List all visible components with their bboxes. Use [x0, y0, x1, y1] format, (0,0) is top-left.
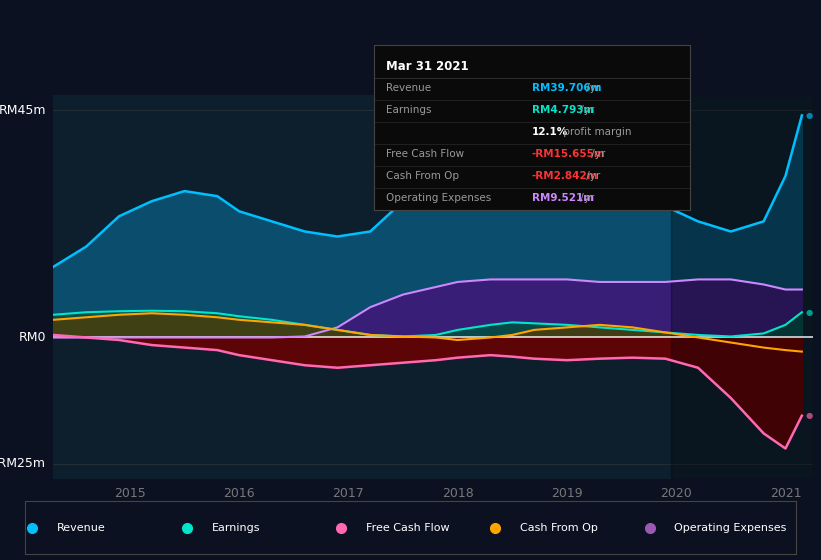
Text: Revenue: Revenue [386, 83, 431, 93]
Text: /yr: /yr [583, 83, 600, 93]
Text: /yr: /yr [577, 193, 594, 203]
Text: /yr: /yr [577, 105, 594, 115]
Text: profit margin: profit margin [560, 127, 631, 137]
Text: Earnings: Earnings [386, 105, 432, 115]
Text: Cash From Op: Cash From Op [386, 171, 459, 181]
Text: Free Cash Flow: Free Cash Flow [386, 149, 465, 159]
Text: Mar 31 2021: Mar 31 2021 [386, 60, 469, 73]
Text: RM4.793m: RM4.793m [532, 105, 594, 115]
Text: Free Cash Flow: Free Cash Flow [365, 523, 449, 533]
Text: -RM25m: -RM25m [0, 457, 46, 470]
Text: -RM2.842m: -RM2.842m [532, 171, 599, 181]
Text: RM9.521m: RM9.521m [532, 193, 594, 203]
Text: RM39.706m: RM39.706m [532, 83, 601, 93]
Text: Revenue: Revenue [57, 523, 106, 533]
Text: /yr: /yr [583, 171, 600, 181]
Text: RM0: RM0 [18, 331, 46, 344]
Text: ●: ● [805, 308, 813, 317]
Text: -RM15.655m: -RM15.655m [532, 149, 605, 159]
Text: Operating Expenses: Operating Expenses [674, 523, 787, 533]
Text: /yr: /yr [589, 149, 606, 159]
Text: Operating Expenses: Operating Expenses [386, 193, 492, 203]
Text: ●: ● [805, 411, 813, 420]
Text: Earnings: Earnings [211, 523, 260, 533]
Text: ●: ● [805, 111, 813, 120]
Text: Cash From Op: Cash From Op [520, 523, 598, 533]
Text: 12.1%: 12.1% [532, 127, 568, 137]
Bar [671, 95, 813, 479]
Text: RM45m: RM45m [0, 104, 46, 117]
